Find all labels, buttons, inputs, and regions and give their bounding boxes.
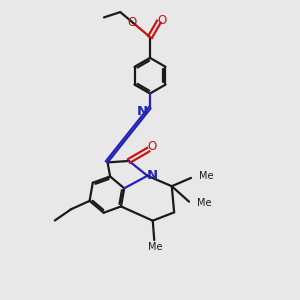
Text: N: N [147, 169, 158, 182]
Text: N: N [137, 106, 148, 118]
Text: O: O [148, 140, 157, 153]
Text: O: O [127, 16, 136, 29]
Text: Me: Me [197, 198, 212, 208]
Text: Me: Me [200, 171, 214, 182]
Text: Me: Me [148, 242, 163, 251]
Text: O: O [158, 14, 167, 27]
